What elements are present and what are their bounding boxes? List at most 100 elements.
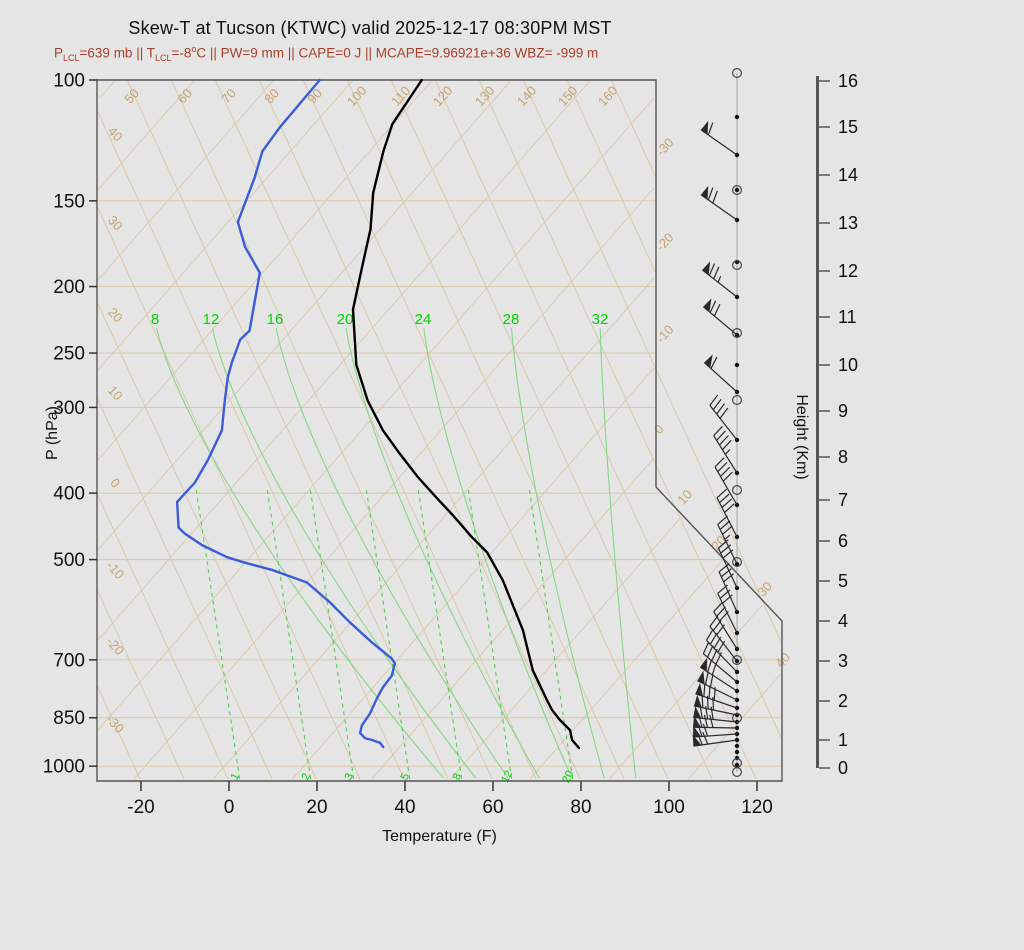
adiabat-left-label-20: 20 — [105, 305, 126, 326]
wind-barb — [700, 185, 738, 221]
barb-full — [702, 723, 709, 737]
temperature-axis-title: Temperature (F) — [382, 828, 497, 845]
adiabat-c-30 — [608, 604, 763, 780]
adiabat-c--100 — [96, 79, 196, 192]
height-label-9: 9 — [838, 401, 848, 421]
station-dot — [734, 749, 740, 755]
wind-barb — [709, 394, 738, 441]
barb-full — [706, 695, 709, 709]
barb-full — [709, 632, 718, 645]
moist-adiabat-20 — [345, 327, 540, 779]
temperature-curve — [351, 78, 581, 750]
adiabat-c--60 — [96, 79, 512, 552]
height-label-10: 10 — [838, 355, 858, 375]
barb-half — [724, 449, 731, 455]
temp-label--20: -20 — [127, 797, 154, 818]
adiabat-c--90 — [96, 79, 275, 282]
isotherm-lines — [96, 79, 782, 780]
temp-label-60: 60 — [482, 797, 503, 818]
adiabat-c-40 — [688, 673, 782, 780]
adiabat-c--110 — [99, 79, 116, 99]
station-circle — [731, 185, 742, 196]
barb-full — [709, 615, 719, 627]
moist-adiabat-label-24: 24 — [415, 311, 432, 328]
mixing-ratio-label-8: 8 — [451, 771, 464, 782]
pressure-label-850: 850 — [53, 708, 85, 729]
barb-pennant — [693, 725, 702, 738]
barb-full — [710, 706, 714, 720]
height-label-12: 12 — [838, 261, 858, 281]
mixing-ratio-1 — [195, 489, 241, 780]
green-labels: 8 12 16 20 24 28 321 2 3 5 8 12 20 — [151, 311, 609, 785]
adiabat-c--80 — [96, 79, 354, 372]
wind-barb — [702, 641, 738, 683]
station-circle — [731, 654, 742, 665]
barb-full — [724, 503, 735, 513]
barb-pennant — [692, 734, 702, 747]
barb-full — [712, 190, 718, 204]
wind-barb — [692, 714, 738, 729]
station-dot — [734, 114, 740, 120]
barb-full — [716, 403, 725, 415]
wind-barb — [700, 120, 738, 156]
barb-shaft — [713, 611, 738, 650]
adiabat-c--70 — [96, 79, 433, 462]
mixing-ratio-label-1: 1 — [229, 771, 242, 782]
barb-full — [721, 498, 733, 509]
temp-label-0: 0 — [224, 797, 235, 818]
wind-barb — [717, 584, 738, 634]
pressure-label-200: 200 — [53, 277, 85, 298]
barb-full — [711, 648, 718, 662]
isotherm-top-label-60: 60 — [174, 86, 195, 107]
isotherm-f-110 — [390, 79, 713, 780]
isotherm-f-10 — [96, 397, 273, 780]
barb-full — [717, 584, 728, 594]
barb-full — [719, 589, 731, 599]
mixing-ratio-label-3: 3 — [343, 771, 356, 782]
isotherm-top-label-160: 160 — [595, 83, 621, 109]
barb-pennant — [700, 657, 708, 672]
moist-adiabat-12 — [211, 327, 477, 779]
barb-full — [721, 439, 732, 451]
barb-full — [713, 304, 721, 317]
height-label-0: 0 — [838, 758, 848, 778]
barb-full — [709, 300, 717, 313]
adiabat-c--20 — [212, 277, 655, 780]
barb-shaft — [716, 497, 738, 538]
barb-full — [704, 671, 709, 685]
barb-full — [709, 394, 719, 406]
right-edge-label-10: 10 — [674, 487, 695, 508]
wind-barb — [703, 354, 738, 393]
mixing-ratio-lines — [195, 489, 574, 780]
moist-adiabat-label-12: 12 — [203, 311, 220, 328]
station-circle — [731, 766, 742, 777]
barb-full — [715, 652, 722, 665]
isotherm-top-label-130: 130 — [472, 83, 498, 109]
adiabat-left-label-40: 40 — [105, 124, 126, 145]
barb-shaft — [701, 269, 738, 298]
dewpoint-curve — [175, 78, 396, 749]
adiabat-left-label-10: 10 — [105, 383, 126, 404]
wind-barb — [714, 457, 738, 506]
barb-full — [713, 636, 722, 649]
barb-pennant — [700, 120, 709, 135]
wind-barb — [716, 488, 738, 538]
plot-border — [96, 79, 783, 782]
barb-full — [708, 263, 716, 276]
moist-adiabat-label-28: 28 — [503, 311, 520, 328]
temp-label-40: 40 — [394, 797, 415, 818]
moist-adiabat-28 — [510, 327, 605, 779]
barb-full — [716, 624, 725, 636]
barb-full — [720, 568, 732, 578]
barb-full — [709, 674, 714, 688]
barb-full — [716, 430, 726, 441]
barb-half — [724, 534, 731, 540]
pressure-label-500: 500 — [53, 550, 85, 571]
isotherm-top-label-80: 80 — [261, 86, 282, 107]
station-circle — [731, 328, 742, 339]
isotherm-top-label-140: 140 — [514, 83, 540, 109]
barb-pennant — [693, 715, 702, 728]
